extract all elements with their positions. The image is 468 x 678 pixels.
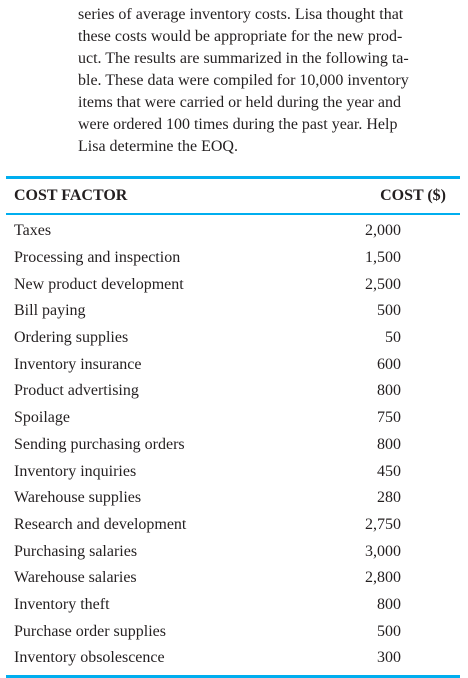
cost-value-cell: 800 — [377, 595, 401, 613]
intro-line: uct. The results are summarized in the f… — [78, 50, 409, 67]
intro-line: items that were carried or held during t… — [78, 94, 401, 111]
cost-value-cell: 600 — [377, 355, 401, 373]
cost-value-cell: 2,000 — [365, 222, 401, 240]
table-row: Bill paying 500 — [6, 298, 460, 325]
intro-paragraph: series of average inventory costs. Lisa … — [78, 4, 458, 158]
cost-value-cell: 280 — [377, 489, 401, 507]
cost-factor-cell: Ordering supplies — [14, 329, 129, 347]
cost-value-cell: 800 — [377, 382, 401, 400]
table-body: Taxes 2,000 Processing and inspection 1,500… — [6, 215, 460, 675]
table-row: Inventory inquiries 450 — [6, 458, 460, 485]
cost-value-cell: 1,500 — [365, 249, 401, 267]
table-row: Inventory insurance 600 — [6, 351, 460, 378]
cost-value-cell: 500 — [377, 622, 401, 640]
cost-value-cell: 3,000 — [365, 542, 401, 560]
table-row: Spoilage 750 — [6, 405, 460, 432]
cost-factor-cell: Warehouse supplies — [14, 489, 142, 507]
table-row: Product advertising 800 — [6, 378, 460, 405]
cost-factor-cell: Warehouse salaries — [14, 569, 137, 587]
cost-table: COST FACTOR COST ($) Taxes 2,000 Processin… — [6, 176, 460, 678]
cost-value-cell: 500 — [377, 302, 401, 320]
table-row: Purchasing salaries 3,000 — [6, 538, 460, 565]
cost-value-cell: 50 — [385, 329, 401, 347]
cost-factor-cell: Purchase order supplies — [14, 622, 166, 640]
cost-value-cell: 750 — [377, 409, 401, 427]
cost-value-cell: 2,500 — [365, 275, 401, 293]
table-row: Inventory obsolescence 300 — [6, 645, 460, 672]
table-top-rule — [6, 176, 460, 179]
table-row: Purchase order supplies 500 — [6, 618, 460, 645]
cost-factor-cell: Processing and inspection — [14, 249, 181, 267]
cost-factor-cell: Purchasing salaries — [14, 542, 138, 560]
table-row: Ordering supplies 50 — [6, 325, 460, 352]
cost-factor-cell: Inventory theft — [14, 595, 110, 613]
intro-line: ble. These data were compiled for 10,000… — [78, 72, 409, 89]
table-row: Warehouse supplies 280 — [6, 485, 460, 512]
cost-factor-cell: Product advertising — [14, 382, 139, 400]
cost-value-cell: 800 — [377, 435, 401, 453]
table-header-rule — [6, 213, 460, 215]
table-row: Sending purchasing orders 800 — [6, 432, 460, 459]
cost-value-cell: 2,750 — [365, 515, 401, 533]
table-row: Taxes 2,000 — [6, 218, 460, 245]
cost-factor-cell: New product development — [14, 275, 184, 293]
intro-line: were ordered 100 times during the past y… — [78, 116, 398, 133]
intro-line: series of average inventory costs. Lisa … — [78, 6, 404, 23]
cost-factor-cell: Sending purchasing orders — [14, 435, 185, 453]
cost-value-cell: 2,800 — [365, 569, 401, 587]
cost-value-cell: 450 — [377, 462, 401, 480]
header-cost: COST ($) — [380, 187, 446, 204]
cost-factor-cell: Inventory inquiries — [14, 462, 137, 480]
intro-line: these costs would be appropriate for the… — [78, 28, 403, 45]
table-row: Research and development 2,750 — [6, 512, 460, 539]
table-header: COST FACTOR COST ($) — [6, 179, 460, 213]
cost-factor-cell: Spoilage — [14, 409, 70, 427]
cost-value-cell: 300 — [377, 649, 401, 667]
header-cost-factor: COST FACTOR — [14, 187, 128, 204]
cost-factor-cell: Taxes — [14, 222, 52, 240]
cost-factor-cell: Inventory insurance — [14, 355, 142, 373]
cost-factor-cell: Inventory obsolescence — [14, 649, 165, 667]
intro-line: Lisa determine the EOQ. — [78, 138, 238, 155]
table-row: Processing and inspection 1,500 — [6, 245, 460, 272]
table-row: New product development 2,500 — [6, 271, 460, 298]
table-row: Inventory theft 800 — [6, 592, 460, 619]
cost-factor-cell: Research and development — [14, 515, 187, 533]
cost-factor-cell: Bill paying — [14, 302, 86, 320]
table-bottom-rule — [6, 674, 460, 678]
table-row: Warehouse salaries 2,800 — [6, 565, 460, 592]
